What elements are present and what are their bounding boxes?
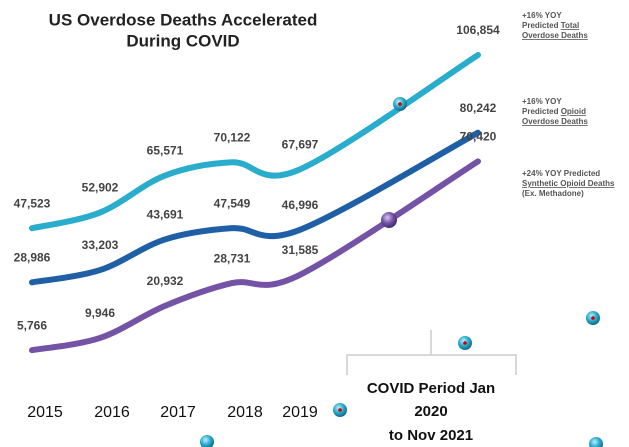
x-tick-label: 2017 (160, 404, 196, 421)
x-tick-label: 2015 (27, 404, 63, 421)
annotation: (Ex. Methadone) (522, 189, 584, 198)
x-tick-label: 2016 (94, 404, 130, 421)
data-label: 31,585 (282, 243, 319, 257)
annotation-part: Predicted (522, 107, 561, 116)
data-label: 5,766 (17, 318, 47, 332)
annotation-part: (Ex. Methadone) (522, 189, 584, 198)
covid-label: to Nov 2021 (389, 427, 473, 444)
data-label: 9,946 (85, 306, 115, 320)
data-label: 70,122 (214, 130, 251, 144)
data-label: 106,854 (456, 23, 500, 37)
data-label: 28,986 (14, 251, 51, 265)
annotation: Predicted Opioid (522, 107, 586, 116)
data-label: 80,242 (460, 101, 497, 115)
annotation: Synthetic Opioid Deaths (522, 179, 615, 188)
marker (398, 102, 402, 106)
data-label: 46,996 (282, 198, 319, 212)
data-label: 52,902 (82, 181, 119, 195)
annotation: Predicted Total (522, 21, 579, 30)
annotation-part: +16% YOY (522, 97, 562, 106)
annotation: Overdose Deaths (522, 117, 588, 126)
annotation-part: Synthetic Opioid Deaths (522, 179, 615, 188)
annotation-part: +24% YOY Predicted (522, 169, 600, 178)
annotation-part: Overdose Deaths (522, 117, 588, 126)
data-label: 47,523 (14, 196, 51, 210)
data-label: 70,420 (460, 130, 497, 144)
data-label: 67,697 (282, 137, 319, 151)
annotation-part: Predicted (522, 21, 561, 30)
decorations (200, 311, 603, 447)
annotation-part: Overdose Deaths (522, 31, 588, 40)
x-tick-label: 2018 (227, 404, 263, 421)
marker (381, 212, 397, 228)
annotation-part: +16% YOY (522, 11, 562, 20)
covid-bracket (346, 330, 517, 375)
annotation: +24% YOY Predicted (522, 169, 600, 178)
line (29, 51, 481, 232)
annotation: Overdose Deaths (522, 31, 588, 40)
x-tick-label: 2019 (282, 404, 318, 421)
chart-title: US Overdose Deaths Accelerated (49, 10, 318, 29)
data-label: 47,549 (214, 196, 251, 210)
data-label: 20,932 (147, 274, 184, 288)
line (29, 129, 481, 286)
annotation-part: Opioid (561, 107, 586, 116)
annotation-part: Total (561, 21, 580, 30)
covid-label: 2020 (414, 403, 447, 420)
chart-title: During COVID (126, 31, 239, 50)
data-label: 65,571 (147, 144, 184, 158)
data-label: 33,203 (82, 238, 119, 252)
covid-label: COVID Period Jan (367, 380, 495, 397)
annotation: +16% YOY (522, 11, 562, 20)
line (29, 158, 481, 354)
annotation: +16% YOY (522, 97, 562, 106)
data-label: 28,731 (214, 251, 251, 265)
data-label: 43,691 (147, 208, 184, 222)
